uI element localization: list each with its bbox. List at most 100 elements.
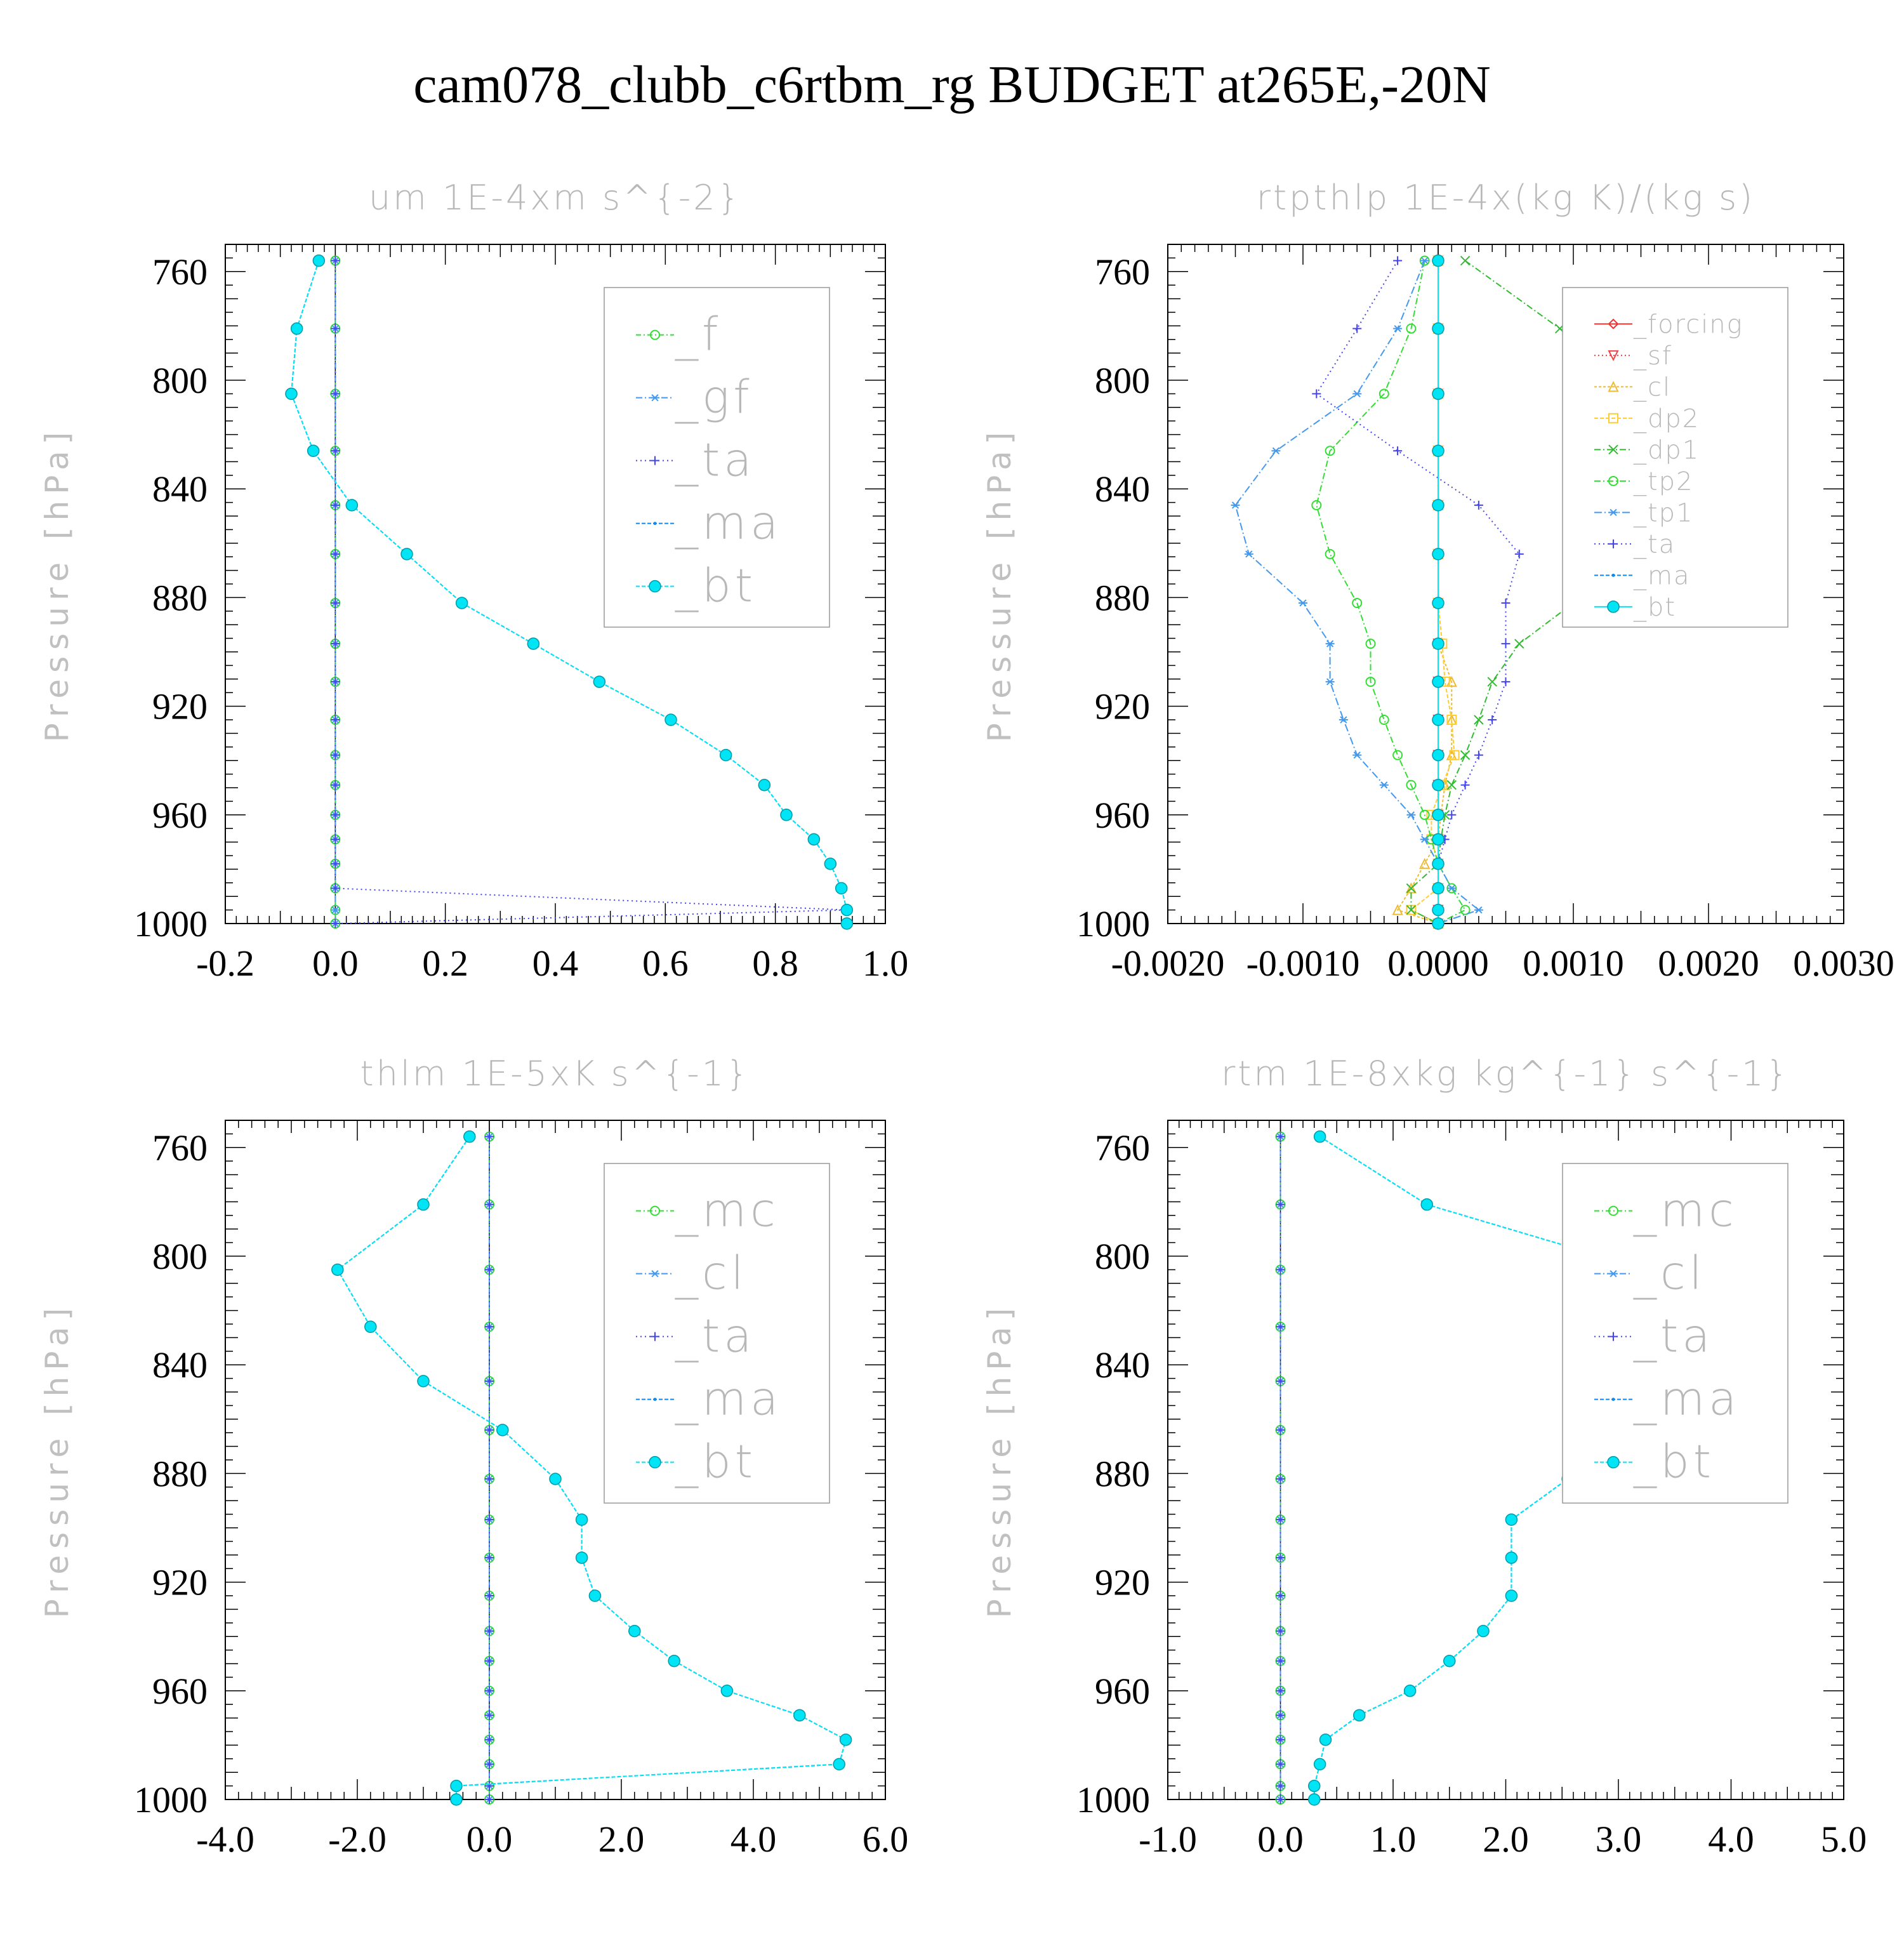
legend-label: _mc [675, 1184, 779, 1237]
data-point [1474, 500, 1483, 510]
data-point [1276, 1474, 1285, 1483]
series-bt [1432, 254, 1445, 930]
legend-item-bt: _bt [1594, 1435, 1711, 1488]
data-point [1353, 1709, 1366, 1722]
data-point [1276, 1515, 1285, 1525]
data-point [1514, 549, 1524, 559]
data-point [331, 810, 340, 819]
legend-marker [1608, 413, 1618, 423]
legend-label: _ta [1633, 530, 1676, 559]
data-point [1406, 779, 1417, 790]
x-tick-label: -4.0 [196, 1819, 255, 1860]
data-point [485, 1322, 494, 1332]
x-tick-label: 0.0 [466, 1819, 513, 1860]
legend-marker [653, 1398, 657, 1402]
data-point [1477, 1624, 1490, 1638]
data-point [331, 389, 340, 399]
data-point [1308, 1793, 1321, 1806]
legend-marker [1609, 539, 1618, 548]
legend-label: _sf [1633, 341, 1672, 371]
data-point [1352, 752, 1362, 759]
legend-label: _bt [1633, 593, 1676, 622]
data-point [1432, 748, 1445, 762]
legend-item-mc: _mc [636, 1184, 779, 1237]
y-tick-label: 920 [152, 1562, 208, 1603]
data-point [364, 1320, 377, 1334]
data-point [1514, 639, 1524, 649]
data-point [485, 1553, 494, 1563]
legend-label: _gf [675, 371, 753, 424]
data-point [1406, 323, 1417, 334]
data-point [1432, 444, 1445, 458]
x-tick-label: 4.0 [1708, 1819, 1754, 1860]
data-point [1419, 858, 1431, 869]
legend: _f _gf _ta _ma _bt [604, 287, 830, 628]
y-axis-label: Pressure [hPa] [39, 426, 76, 743]
y-tick-label: 800 [1095, 360, 1150, 401]
y-tick-label: 760 [152, 251, 208, 293]
x-tick-label: 4.0 [731, 1819, 777, 1860]
legend-marker [1608, 318, 1619, 329]
data-point [668, 1654, 680, 1667]
series-tp2 [1311, 255, 1471, 929]
y-tick-label: 840 [152, 1344, 208, 1386]
y-tick-label: 800 [152, 1236, 208, 1277]
legend-box [1562, 1163, 1788, 1504]
series-dp2 [1406, 255, 1460, 929]
data-point [485, 1626, 494, 1636]
data-point [1474, 906, 1483, 914]
data-point [1460, 780, 1470, 790]
legend-label: _ta [675, 1309, 755, 1363]
x-tick-label: 0.0030 [1793, 943, 1894, 984]
data-point [575, 1551, 588, 1564]
data-point [1276, 1425, 1285, 1435]
y-tick-label: 760 [1095, 251, 1150, 293]
legend-item-bt: _bt [636, 1435, 753, 1488]
data-point [1276, 1322, 1285, 1332]
data-point [307, 444, 320, 458]
data-point [450, 1779, 463, 1793]
data-point [1432, 713, 1445, 726]
data-point [1432, 882, 1445, 895]
data-point [1432, 322, 1445, 335]
data-point [1460, 750, 1471, 760]
legend-marker [1611, 1398, 1615, 1402]
legend-item-dp2: _dp2 [1594, 404, 1698, 434]
data-point [1379, 781, 1389, 789]
data-point [824, 858, 837, 870]
panel-um: um 1E-4xm s^{-2} Pressure [hPa] 760 800 840 8… [39, 178, 908, 984]
data-point [1432, 778, 1445, 792]
legend-label: _ma [675, 1372, 782, 1426]
data-point [1244, 550, 1253, 558]
data-point [1446, 715, 1457, 725]
data-point [1276, 1711, 1285, 1720]
legend-marker [1609, 508, 1618, 516]
data-point [1276, 1656, 1285, 1666]
x-tick-label: 0.0000 [1387, 943, 1489, 984]
series-bt [285, 254, 854, 930]
legend-box [604, 287, 830, 628]
y-tick-label: 920 [152, 686, 208, 727]
y-axis-label: Pressure [hPa] [981, 1302, 1018, 1619]
data-point [1352, 390, 1362, 398]
legend: _forcing_sf_cl_dp2_dp1_tp2_tp1 _ta_ma _bt [1562, 287, 1788, 628]
legend-label: _ta [1633, 1309, 1714, 1363]
x-tick-label: 3.0 [1596, 1819, 1642, 1860]
data-point [549, 1473, 562, 1485]
data-point [1276, 1265, 1285, 1275]
data-point [331, 919, 340, 928]
legend-marker [1609, 1270, 1618, 1278]
data-point [485, 1425, 494, 1435]
series-ta [1276, 1132, 1285, 1804]
data-point [417, 1375, 430, 1388]
data-point [839, 1733, 852, 1746]
x-tick-label: 0.0010 [1523, 943, 1624, 984]
data-point [1460, 905, 1471, 915]
data-point [1501, 598, 1511, 607]
data-point [719, 748, 732, 762]
data-point [1313, 1130, 1326, 1143]
x-tick-label: 0.0 [1257, 1819, 1304, 1860]
data-point [1403, 1685, 1417, 1697]
data-point [485, 1591, 494, 1600]
series-bt [1308, 1130, 1777, 1806]
